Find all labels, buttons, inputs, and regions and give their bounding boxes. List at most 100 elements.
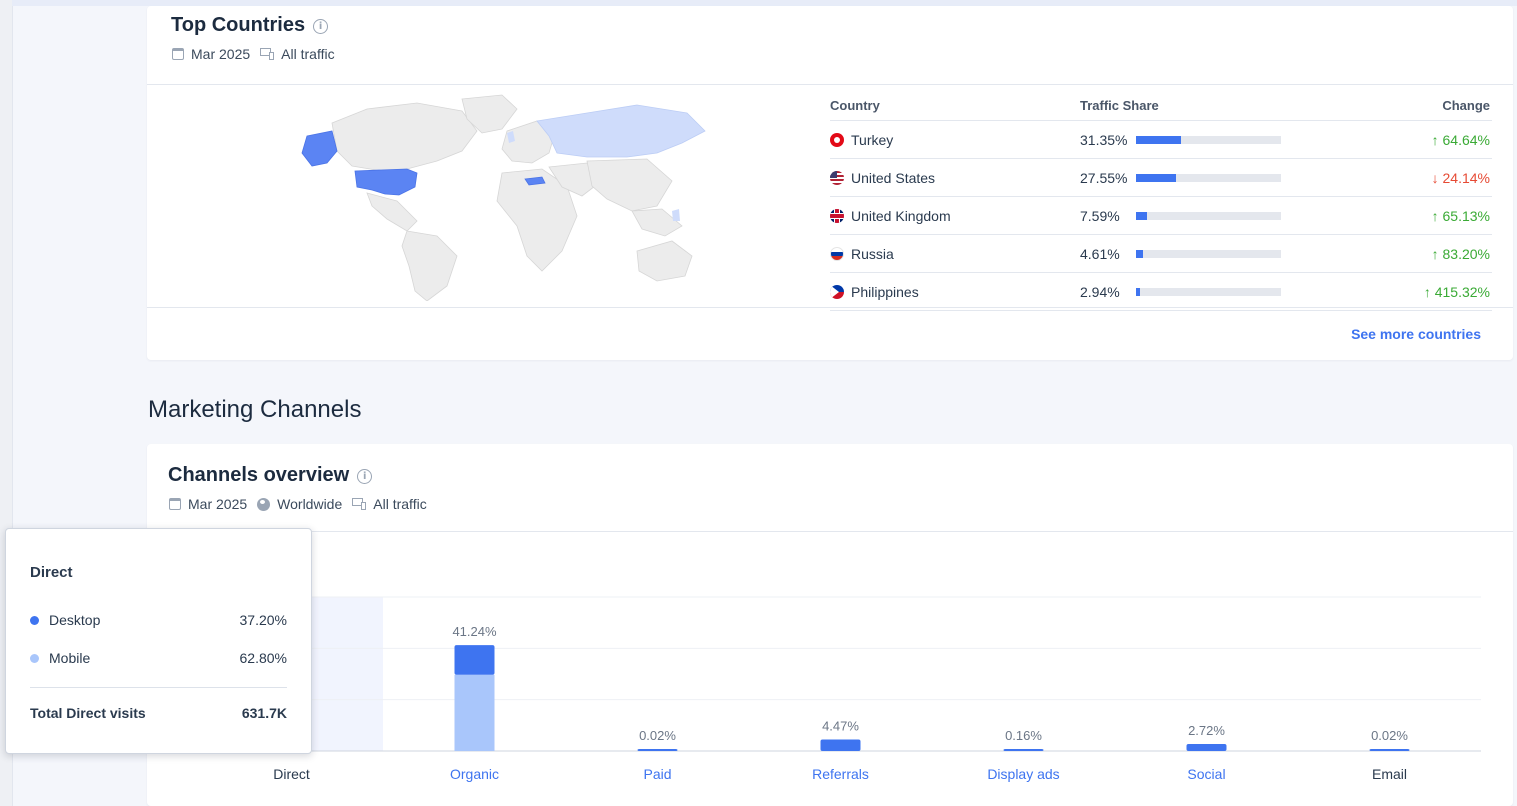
x-tick-label[interactable]: Paid [643,766,671,782]
change-cell: ↑ 415.32% [1281,284,1492,300]
x-tick-label: Email [1372,766,1407,782]
traffic-share-bar-fill [1136,173,1176,182]
country-cell[interactable]: Russia [830,246,1080,262]
bar-desktop-social[interactable] [1186,744,1227,751]
tooltip-title: Direct [30,564,73,581]
bar-desktop-display-ads[interactable] [1003,749,1044,751]
country-name[interactable]: United Kingdom [851,207,951,224]
flag-tr-icon [830,132,844,147]
card-divider [147,531,1513,532]
table-row[interactable]: United Kingdom 7.59% ↑ 65.13% [830,197,1492,235]
change-cell: ↑ 65.13% [1281,208,1492,224]
map-greenland [461,94,518,134]
traffic-label: All traffic [373,496,427,512]
info-icon[interactable]: i [357,469,373,484]
desktop-dot-icon [30,615,39,625]
country-name[interactable]: Turkey [851,131,894,148]
map-south-america [401,230,458,301]
top-countries-card: Top Countries i Mar 2025 All traffic [147,6,1513,360]
change-cell: ↑ 83.20% [1281,246,1492,262]
traffic-share-bar [1136,173,1281,182]
top-strip [12,0,1517,6]
flag-ph-icon [830,284,844,299]
country-name[interactable]: United States [851,169,936,186]
marketing-channels-heading: Marketing Channels [148,396,362,423]
x-tick-label[interactable]: Display ads [987,766,1059,782]
table-row[interactable]: Russia 4.61% ↑ 83.20% [830,235,1492,273]
bar-value-label: 4.47% [822,719,859,734]
map-usa [354,168,418,196]
countries-table: Country Traffic Share Change Turkey 31.35… [830,90,1492,311]
info-icon[interactable]: i [313,19,329,34]
date-label: Mar 2025 [188,496,248,512]
date-filter[interactable]: Mar 2025 [172,46,250,62]
tooltip-divider [30,687,287,688]
bar-value-label: 2.72% [1188,723,1225,738]
traffic-share-bar [1136,211,1281,220]
table-row[interactable]: United States 27.55% ↓ 24.14% [830,159,1492,197]
bar-desktop-organic[interactable] [454,645,495,675]
x-tick-label[interactable]: Social [1187,766,1225,782]
map-asia-south [586,158,673,212]
tooltip-row-desktop: Desktop 37.20% [30,612,287,628]
traffic-share-bar-fill [1136,287,1141,296]
devices-icon [260,48,275,60]
traffic-share-value: 4.61% [1080,245,1120,262]
country-cell[interactable]: United Kingdom [830,208,1080,224]
table-row[interactable]: Turkey 31.35% ↑ 64.64% [830,121,1492,159]
traffic-share-bar [1136,287,1281,296]
tooltip-total: Total Direct visits 631.7K [30,705,287,721]
table-row[interactable]: Philippines 2.94% ↑ 415.32% [830,273,1492,311]
bar-value-label: 0.02% [1371,728,1408,743]
bar-value-label: 0.16% [1005,728,1042,743]
bar-desktop-email[interactable] [1369,749,1410,751]
table-header: Country Traffic Share Change [830,90,1492,121]
bar-desktop-referrals[interactable] [820,739,861,751]
top-countries-title-text: Top Countries [171,14,306,36]
bar-mobile-organic[interactable] [454,674,495,751]
change-cell: ↑ 64.64% [1281,132,1492,148]
bar-value-label: 0.02% [639,728,676,743]
country-cell[interactable]: Turkey [830,132,1080,148]
see-more-countries-link[interactable]: See more countries [1351,326,1481,342]
world-map[interactable] [287,91,707,301]
tooltip-row-value: 62.80% [239,650,287,666]
region-label: Worldwide [277,496,343,512]
map-australia [636,240,693,282]
traffic-share-bar [1136,249,1281,258]
traffic-label: All traffic [281,46,335,62]
region-filter[interactable]: Worldwide [257,496,342,512]
traffic-filter[interactable]: All traffic [352,496,427,512]
change-value: 24.14% [1442,169,1490,186]
chart-tooltip: Direct Desktop 37.20% Mobile 62.80% Tota… [5,528,312,754]
change-value: 83.20% [1442,245,1490,262]
globe-icon [257,497,271,511]
map-russia [536,104,706,158]
traffic-share-value: 7.59% [1080,207,1120,224]
map-turkey [524,176,546,186]
bar-desktop-paid[interactable] [637,749,678,751]
traffic-share-value: 2.94% [1080,283,1120,300]
date-label: Mar 2025 [191,46,251,62]
country-cell[interactable]: Philippines [830,284,1080,300]
date-filter[interactable]: Mar 2025 [169,496,247,512]
traffic-share-value: 31.35% [1080,131,1128,148]
traffic-filter[interactable]: All traffic [260,46,335,62]
country-name[interactable]: Russia [851,245,894,262]
top-countries-meta: Mar 2025 All traffic [172,46,339,62]
tooltip-total-label: Total Direct visits [30,705,146,721]
x-tick-label: Direct [273,766,310,782]
x-tick-label[interactable]: Organic [450,766,499,782]
tooltip-row-label: Mobile [49,650,91,666]
channels-meta: Mar 2025 Worldwide All traffic [169,496,431,512]
country-name[interactable]: Philippines [851,283,919,300]
map-alaska [301,130,338,167]
top-countries-title: Top Countries i [171,14,329,37]
country-cell[interactable]: United States [830,170,1080,186]
traffic-share-value: 27.55% [1080,169,1128,186]
header-country: Country [830,97,880,113]
change-value: 64.64% [1442,131,1490,148]
arrow-down-icon: ↓ [1431,169,1439,186]
x-tick-label[interactable]: Referrals [812,766,869,782]
channels-overview-card: Channels overview i Mar 2025 Worldwide Al… [147,444,1513,806]
